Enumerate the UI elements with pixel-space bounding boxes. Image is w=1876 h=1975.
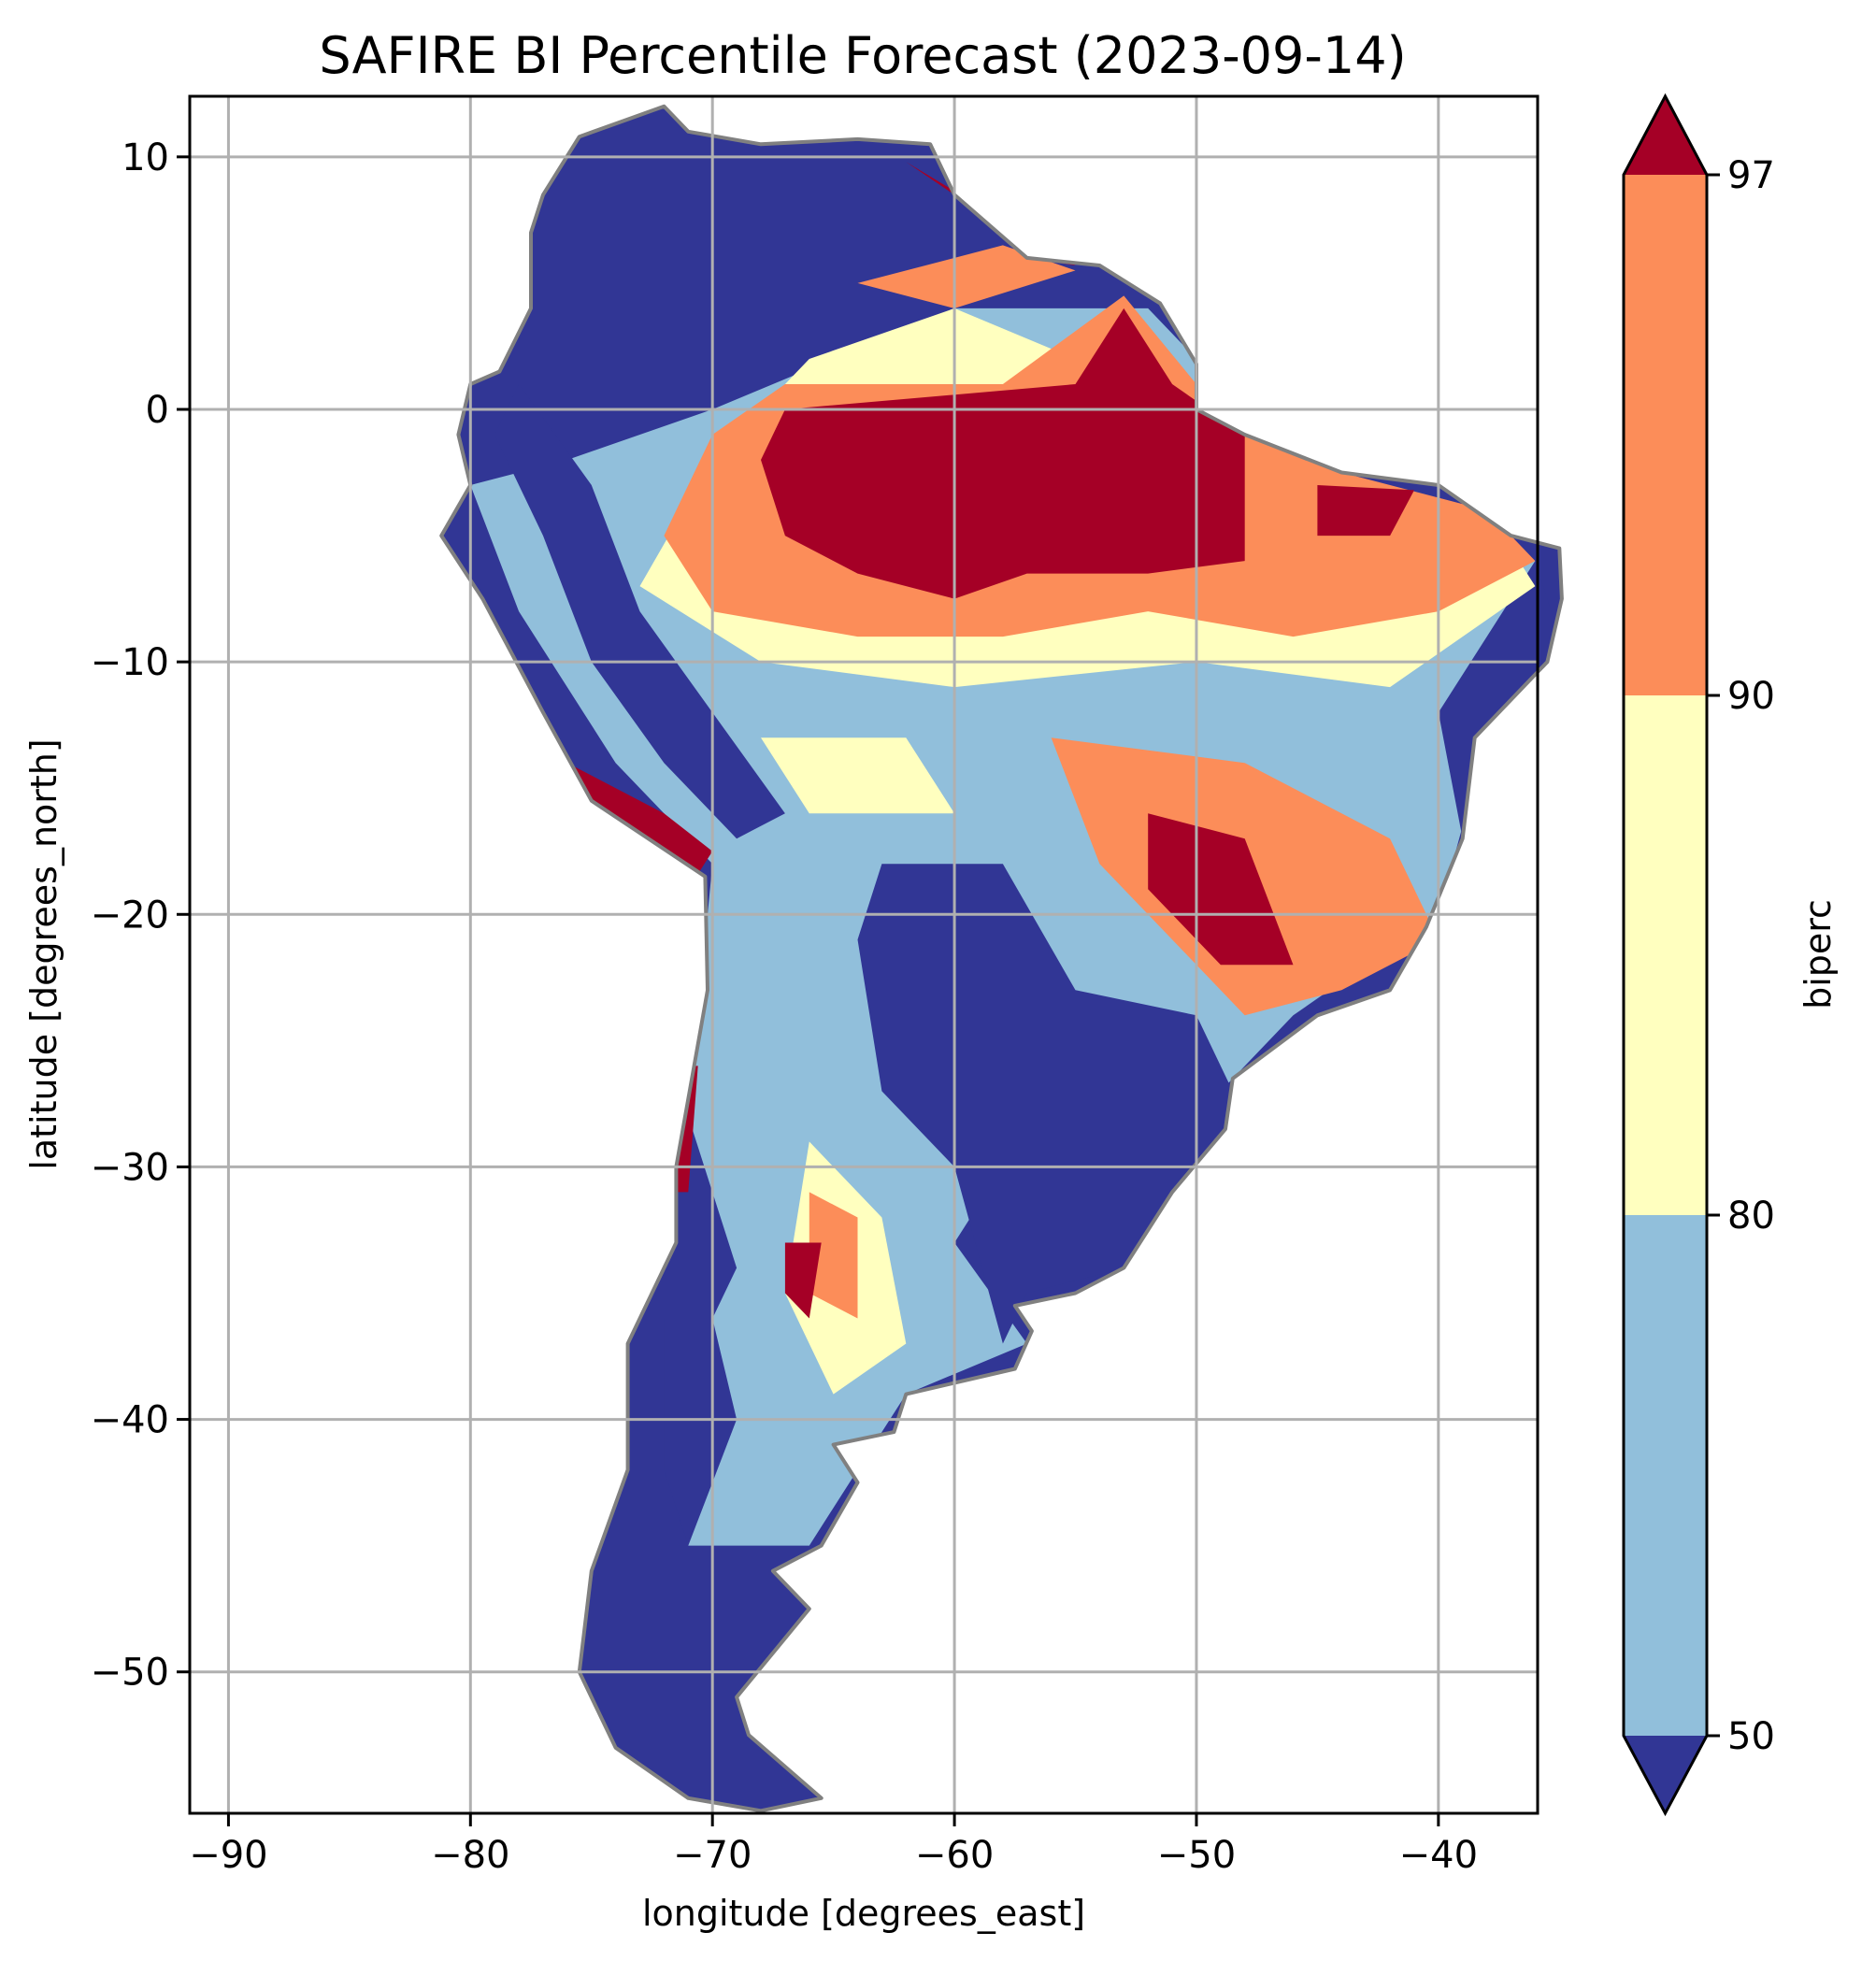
x-tick-label: −70 xyxy=(673,1834,752,1877)
colorbar-tick-label: 97 xyxy=(1727,154,1775,197)
colorbar-extend-max xyxy=(1624,96,1707,175)
x-tick-label: −80 xyxy=(431,1834,509,1877)
y-axis: 10 0 −10 −20 −30 −40 −50 xyxy=(91,136,190,1695)
y-tick-label: −50 xyxy=(91,1652,169,1695)
colorbar-label: biperc xyxy=(1797,899,1839,1009)
country-border xyxy=(439,104,1564,1813)
colorbar-tick-label: 90 xyxy=(1727,675,1775,718)
colorbar-tick-label: 50 xyxy=(1727,1715,1775,1758)
region-above-97 xyxy=(761,308,1245,599)
colorbar-tick-label: 80 xyxy=(1727,1195,1775,1238)
gridlines xyxy=(190,96,1538,1813)
x-tick-label: −40 xyxy=(1399,1834,1478,1877)
map-area xyxy=(439,104,1564,1813)
colorbar: 50 80 90 97 xyxy=(1622,93,1775,1817)
x-axis-label: longitude [degrees_east] xyxy=(642,1893,1085,1934)
y-tick-label: −20 xyxy=(91,894,169,937)
region-below-50-overlay xyxy=(1438,561,1560,839)
x-axis: −90 −80 −70 −60 −50 −40 xyxy=(189,1813,1478,1877)
x-tick-label: −60 xyxy=(915,1834,994,1877)
y-tick-label: −40 xyxy=(91,1399,169,1442)
y-tick-label: −10 xyxy=(91,641,169,684)
colorbar-extend-min xyxy=(1624,1736,1707,1813)
x-tick-label: −90 xyxy=(189,1834,267,1877)
axes-frame xyxy=(188,94,1539,1815)
region-80-90 xyxy=(761,737,955,814)
region-above-97 xyxy=(1317,485,1414,537)
chart-title: SAFIRE BI Percentile Forecast (2023-09-1… xyxy=(319,26,1406,85)
region-90-97 xyxy=(809,1192,858,1319)
category-layers xyxy=(441,106,1562,1811)
y-tick-label: −30 xyxy=(91,1146,169,1189)
region-90-97 xyxy=(857,245,1076,308)
region-below-50-overlay xyxy=(664,1318,738,1546)
y-tick-label: 0 xyxy=(146,389,169,432)
region-above-97 xyxy=(1148,813,1294,966)
colorbar-segment-50-80 xyxy=(1624,1215,1707,1736)
x-tick-label: −50 xyxy=(1157,1834,1236,1877)
region-above-97 xyxy=(784,1242,822,1319)
y-tick-label: 10 xyxy=(122,136,169,179)
colorbar-segment-90-97 xyxy=(1624,175,1707,695)
y-axis-label: latitude [degrees_north] xyxy=(23,738,64,1169)
colorbar-segment-80-90 xyxy=(1624,695,1707,1215)
